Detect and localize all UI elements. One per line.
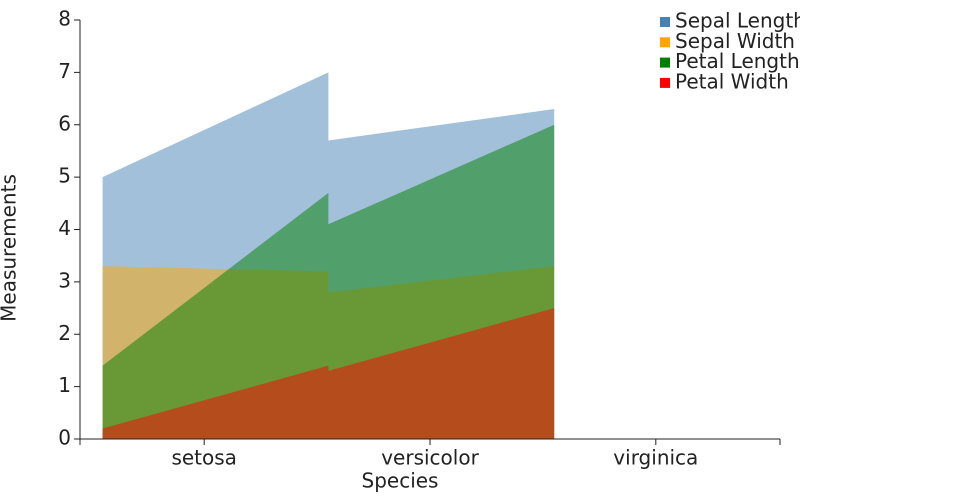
y-tick-label: 5 <box>58 164 71 188</box>
y-tick-label: 7 <box>58 59 71 83</box>
axes: 0 1 2 3 4 5 6 7 8 setosa versicolor virginica <box>58 7 781 470</box>
y-tick-label: 0 <box>58 426 71 450</box>
legend-swatch <box>660 57 670 68</box>
x-tick-label: virginica <box>613 446 698 470</box>
y-tick-label: 6 <box>58 111 71 135</box>
area <box>102 308 555 439</box>
y-tick-label: 8 <box>58 7 71 31</box>
legend-label: Petal Length <box>675 49 800 73</box>
legend-label: Petal Width <box>675 69 789 93</box>
x-tick-label: setosa <box>171 446 236 470</box>
y-tick-label: 1 <box>58 373 71 397</box>
legend-label: Sepal Width <box>675 29 795 53</box>
plot-area <box>102 72 555 439</box>
y-tick-label: 4 <box>58 216 71 240</box>
legend-swatch <box>660 37 670 48</box>
legend-swatch <box>660 17 670 27</box>
x-axis-label: Species <box>362 469 439 493</box>
x-tick-label: versicolor <box>381 446 479 470</box>
y-tick-label: 2 <box>58 321 71 345</box>
legend-label: Sepal Length <box>675 9 806 33</box>
legend-swatch <box>660 77 670 88</box>
y-axis-label: Measurements <box>0 174 21 322</box>
y-tick-label: 3 <box>58 268 71 292</box>
